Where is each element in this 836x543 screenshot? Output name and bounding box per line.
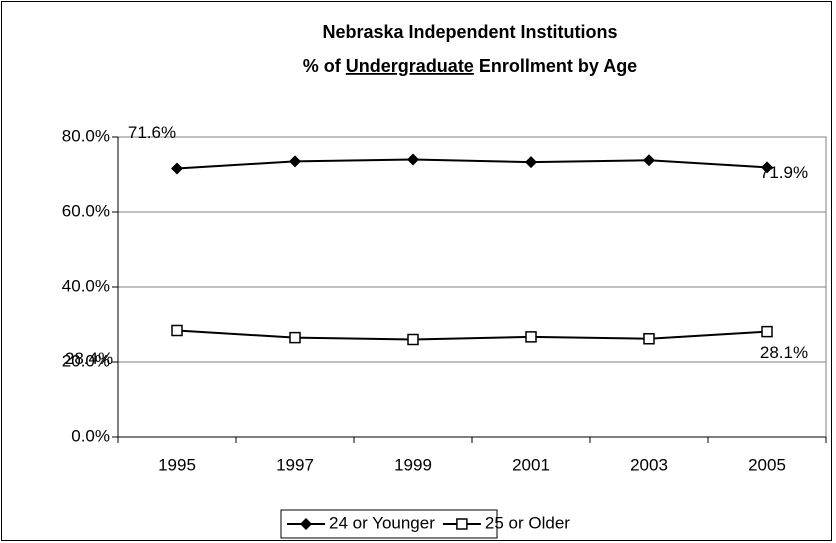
marker xyxy=(171,162,183,175)
marker xyxy=(407,333,419,346)
chart-title: Nebraska Independent Institutions xyxy=(322,22,617,42)
y-tick-label: 20.0% xyxy=(62,351,110,370)
marker xyxy=(643,333,655,345)
marker xyxy=(761,325,773,338)
marker xyxy=(643,154,655,167)
x-tick-label: 1999 xyxy=(394,455,432,474)
data-label: 71.9% xyxy=(760,163,808,182)
x-tick-label: 2001 xyxy=(512,455,550,474)
legend-label: 25 or Older xyxy=(485,513,570,532)
legend-marker xyxy=(456,518,468,530)
data-label: 28.1% xyxy=(760,343,808,362)
series-line xyxy=(176,329,768,341)
y-tick-label: 80.0% xyxy=(62,126,110,145)
legend-label: 24 or Younger xyxy=(329,513,435,532)
marker xyxy=(171,324,183,337)
y-tick-label: 0.0% xyxy=(71,426,110,445)
series-line xyxy=(176,158,768,170)
marker xyxy=(289,155,301,168)
x-tick-label: 1997 xyxy=(276,455,314,474)
data-label: 28.4% xyxy=(65,349,113,368)
marker xyxy=(525,156,537,169)
y-tick-label: 40.0% xyxy=(62,276,110,295)
x-tick-label: 2003 xyxy=(630,455,668,474)
marker xyxy=(525,331,537,343)
marker xyxy=(407,153,419,166)
x-tick-label: 2005 xyxy=(748,455,786,474)
legend-marker xyxy=(300,518,312,530)
x-tick-label: 1995 xyxy=(158,455,196,474)
y-tick-label: 60.0% xyxy=(62,201,110,220)
chart-subtitle: % of Undergraduate Enrollment by Age xyxy=(303,56,637,76)
marker xyxy=(289,331,301,344)
subtitle-part: % of xyxy=(303,56,342,76)
data-label: 71.6% xyxy=(128,123,176,142)
marker xyxy=(761,161,773,174)
subtitle-part: Undergraduate xyxy=(346,56,474,76)
subtitle-part: Enrollment by Age xyxy=(479,56,637,76)
